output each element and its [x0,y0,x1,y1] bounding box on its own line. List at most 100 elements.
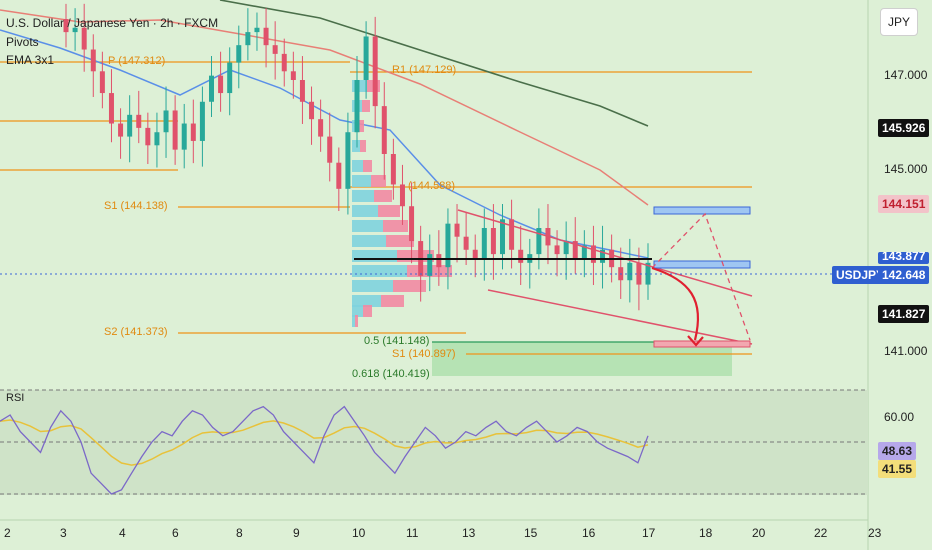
candle-body [181,123,187,150]
candle-body [154,132,160,146]
candle-body [481,228,487,259]
price-badge-144151: 144.151 [878,195,930,213]
price-badge-141827: 141.827 [878,305,930,323]
volume-profile-bar [362,100,370,112]
x-tick-label: 9 [293,526,300,540]
candle-body [136,114,142,128]
volume-profile-bar [378,205,400,217]
candle-body [409,206,415,242]
candle-body [490,228,496,255]
candle-body [345,132,351,189]
forecast-arrow-head [687,335,704,347]
candle-body [427,254,433,276]
candle-body [63,19,69,33]
fib-0618-label: 0.618 (140.419) [352,368,430,380]
x-tick-label: 18 [699,526,713,540]
candle-body [99,71,105,94]
pivot-r1-label: R1 (147.129) [392,64,457,76]
candle-body [563,241,569,255]
volume-profile-bar [381,295,404,307]
volume-profile-bar [352,280,393,292]
candle-body [90,49,96,72]
candle-body [327,136,333,163]
candle-body [236,45,242,63]
pivot-level-label: (144.588) [408,180,456,192]
x-tick-label: 11 [406,526,419,540]
currency-button[interactable]: JPY [880,8,918,36]
pivot-s2-label: S2 (141.373) [104,326,168,338]
candle-body [199,101,205,141]
price-badge-145926: 145.926 [878,119,930,137]
symbol-badge[interactable]: USDJPY [832,266,889,284]
chart-title: U.S. Dollar / Japanese Yen · 2h · FXCM [6,16,219,30]
y-tick-145: 145.000 [884,162,928,176]
x-tick-label: 20 [752,526,766,540]
volume-profile-bar [383,220,408,232]
candle-body [209,75,214,102]
candle-body [472,249,478,259]
ema-mid-line [0,9,649,206]
candle-body [163,110,169,133]
current-price-badge: 142.648 [878,266,930,284]
candle-body [145,127,151,146]
channel-upper [457,209,753,297]
candle-body [645,262,651,285]
candle-body [381,106,387,154]
pivot-s1-next-label: S1 (140.897) [392,348,456,360]
volume-profile-bar [352,190,374,202]
candle-body [436,254,442,268]
candle-body [600,249,606,263]
volume-profile-bar [352,315,355,327]
x-tick-label: 16 [582,526,596,540]
rsi-value-badge: 48.63 [878,442,917,460]
volume-profile-bar [352,205,378,217]
pivot-s1-label: S1 (144.138) [104,200,168,212]
x-tick-label: 4 [119,526,126,540]
pivots-legend[interactable]: Pivots [6,35,39,49]
candle-body [81,27,87,50]
candle-body [518,249,524,263]
x-tick-label: 3 [60,526,67,540]
x-tick-label: 8 [236,526,243,540]
candle-body [445,223,451,268]
volume-profile-bar [363,305,372,317]
candle-body [318,119,324,137]
candle-body [245,32,251,46]
volume-profile-bar [360,140,366,152]
x-tick-label: 22 [814,526,828,540]
candle-body [454,223,460,237]
target-box-top [653,206,751,215]
candle-body [108,93,114,124]
y-tick-147: 147.000 [884,68,928,82]
candle-body [509,219,515,250]
volume-profile-bar [352,250,397,262]
forecast-arrow-path [651,266,700,341]
candle-body [254,27,260,33]
ema-legend[interactable]: EMA 3x1 [6,53,55,67]
volume-profile-bar [386,235,414,247]
candle-body [390,154,396,185]
candle-body [290,71,296,80]
rsi-tick-60: 60.00 [884,410,915,424]
x-tick-label: 15 [524,526,538,540]
candle-body [536,228,542,255]
pivot-p-label: P (147.312) [108,55,166,67]
candle-body [354,80,360,133]
candle-body [218,75,224,94]
x-tick-label: 2 [4,526,11,540]
fib-zone [432,342,732,376]
pivot-lines [0,61,752,355]
forecast-dashed-path [651,212,751,341]
candle-body [309,101,315,120]
rsi-ma-value-badge: 41.55 [878,460,917,478]
candle-body [363,36,369,80]
candle-body [372,36,378,107]
candle-body [572,241,578,259]
candle-body [172,110,178,150]
volume-profile-bar [371,175,386,187]
volume-profile-bar [352,235,386,247]
volume-profile-bar [352,160,363,172]
candle-body [554,245,560,255]
candle-body [272,45,278,54]
